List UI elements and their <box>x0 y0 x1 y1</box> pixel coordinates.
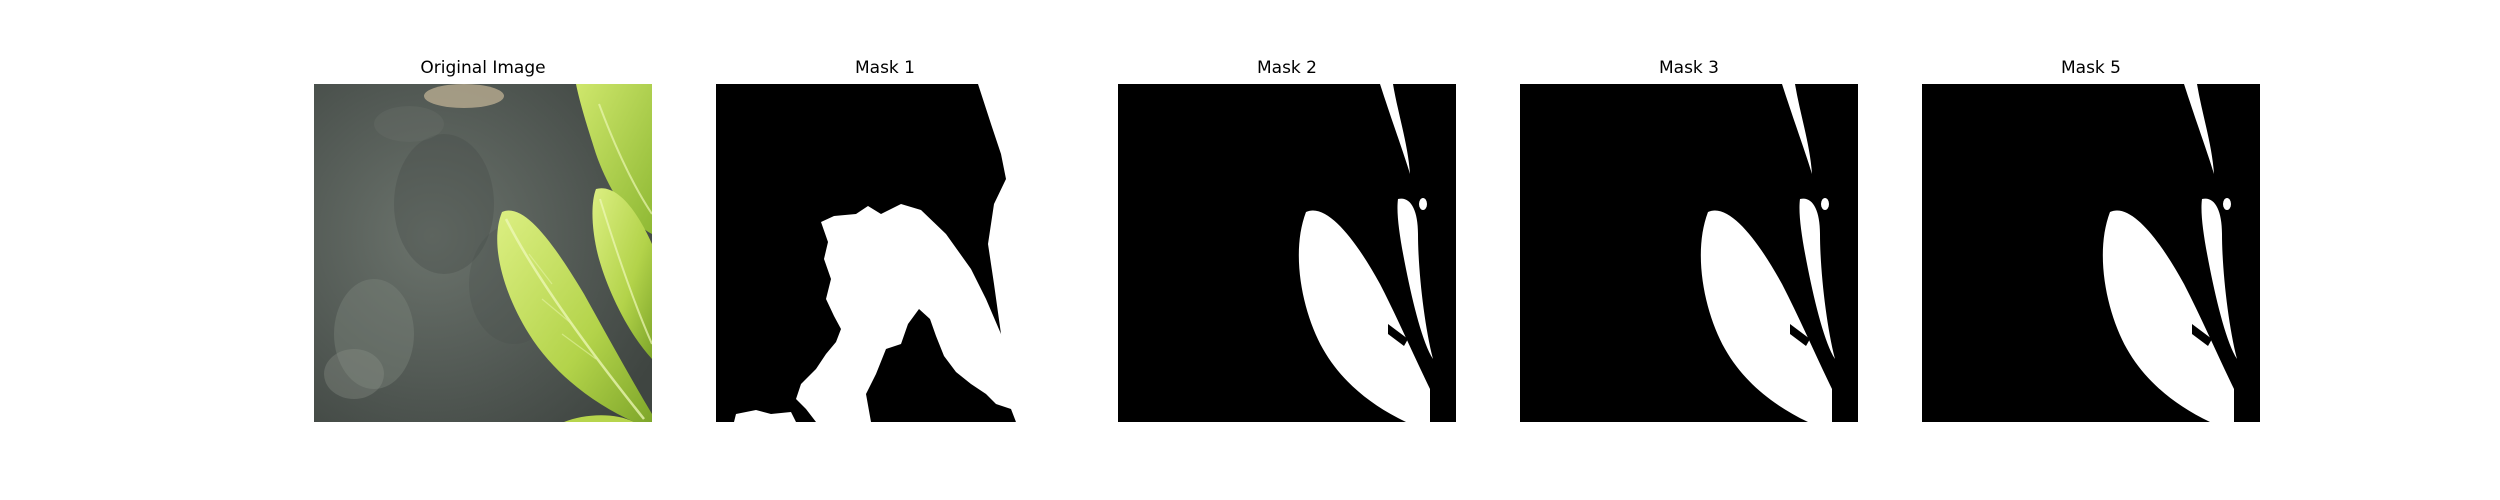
panel-title: Original Image <box>314 58 652 78</box>
mask-5-image <box>1922 84 2260 422</box>
panel-title: Mask 1 <box>716 58 1054 78</box>
panel-title: Mask 5 <box>1922 58 2260 78</box>
mask-3-image <box>1520 84 1858 422</box>
mask-2-image <box>1118 84 1456 422</box>
panel-title: Mask 3 <box>1520 58 1858 78</box>
panel-title: Mask 2 <box>1118 58 1456 78</box>
mask-1-image <box>716 84 1054 422</box>
original-image <box>314 84 652 422</box>
